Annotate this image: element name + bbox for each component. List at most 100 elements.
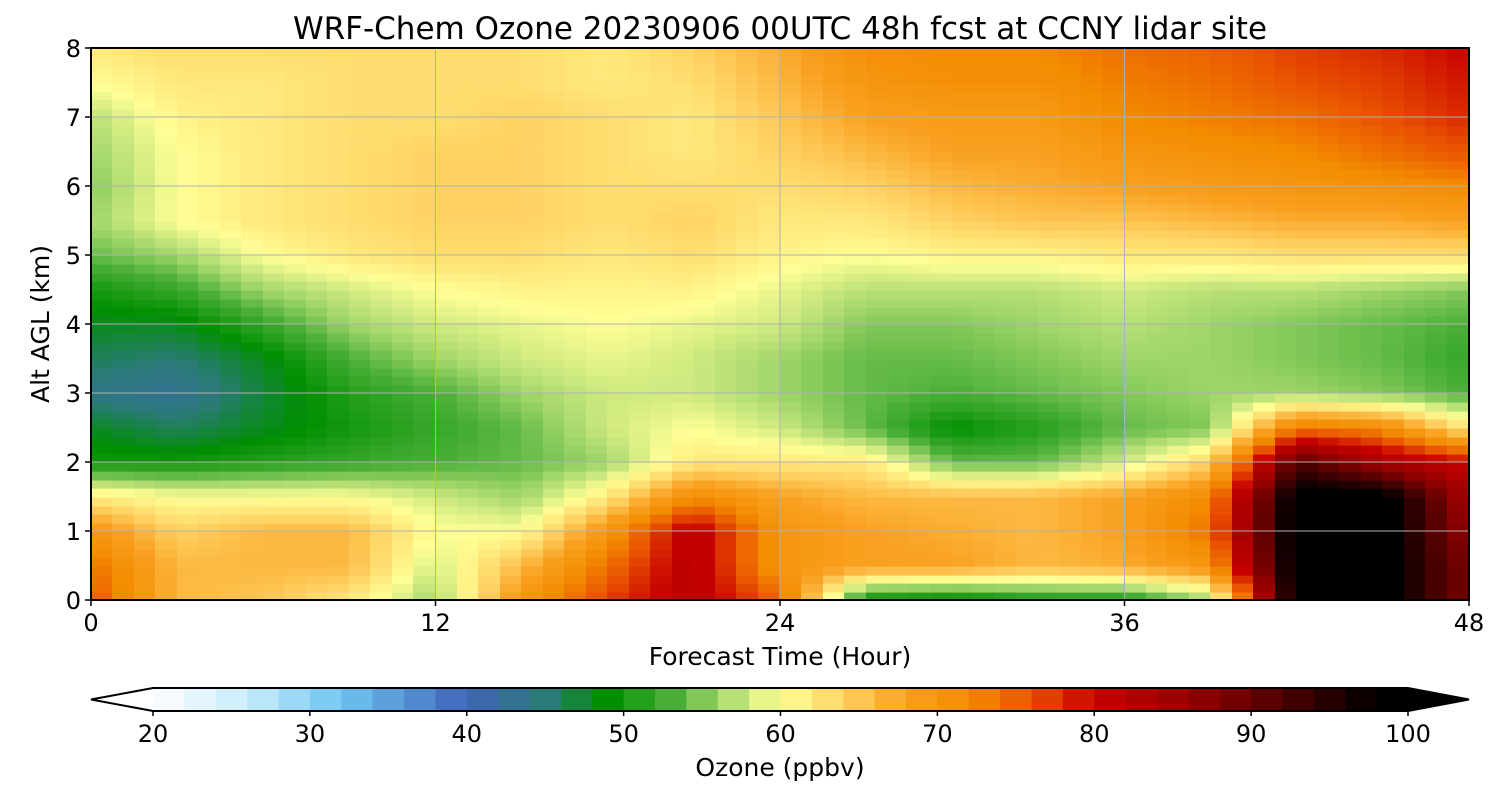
ozone-cell [887, 505, 911, 515]
ozone-cell [112, 99, 136, 110]
ozone-cell [995, 462, 1018, 472]
ozone-cell [370, 375, 394, 386]
ozone-cell [1124, 462, 1148, 472]
ozone-cell [1059, 125, 1083, 136]
ozone-cell [370, 582, 394, 593]
ozone-cell [823, 246, 846, 256]
ozone-cell [155, 298, 179, 308]
ozone-cell [1253, 349, 1277, 360]
ozone-cell [1318, 125, 1341, 136]
ozone-cell [672, 117, 695, 127]
ozone-cell [736, 418, 760, 429]
ozone-cell [801, 341, 825, 351]
ozone-cell [866, 436, 889, 446]
ozone-cell [198, 479, 222, 489]
ozone-cell [607, 410, 631, 420]
ozone-cell [564, 436, 588, 446]
ozone-cell [220, 522, 243, 532]
y-tick-label: 3 [66, 380, 81, 408]
ozone-cell [780, 203, 803, 213]
ozone-cell [1102, 574, 1126, 584]
ozone-cell [413, 375, 437, 386]
ozone-cell [564, 289, 588, 300]
ozone-cell [995, 582, 1018, 593]
ozone-cell [1016, 177, 1040, 187]
ozone-cell [909, 513, 932, 524]
ozone-cell [715, 289, 738, 300]
ozone-cell [887, 203, 911, 213]
ozone-cell [1210, 56, 1234, 67]
ozone-cell [1425, 306, 1449, 317]
ozone-cell [198, 56, 222, 67]
ozone-cell [306, 444, 329, 455]
ozone-cell [327, 384, 351, 394]
ozone-cell [370, 306, 394, 317]
ozone-cell [241, 367, 265, 377]
ozone-cell [909, 289, 932, 300]
ozone-cell [586, 289, 609, 300]
ozone-cell [435, 574, 459, 584]
ozone-cell [392, 255, 415, 265]
ozone-cell [715, 349, 738, 360]
ozone-cell [543, 289, 566, 300]
ozone-cell [177, 556, 200, 567]
ozone-cell [392, 56, 415, 67]
ozone-cell [1318, 539, 1341, 550]
ozone-cell [693, 522, 717, 532]
ozone-cell [1102, 401, 1126, 412]
ozone-cell [650, 453, 674, 463]
ozone-cell [672, 298, 695, 308]
ozone-cell [1124, 117, 1148, 127]
ozone-cell [1167, 280, 1191, 291]
ozone-cell [392, 393, 415, 403]
ozone-cell [844, 487, 868, 498]
ozone-cell [1038, 65, 1061, 75]
ozone-cell [629, 99, 652, 110]
ozone-cell [1146, 99, 1169, 110]
ozone-cell [500, 462, 523, 472]
ozone-cell [198, 91, 222, 101]
ozone-cell [177, 99, 200, 110]
ozone-cell [112, 496, 136, 507]
ozone-cell [1425, 229, 1449, 239]
ozone-cell [1016, 341, 1040, 351]
ozone-cell [457, 556, 480, 567]
ozone-cell [284, 565, 308, 576]
ozone-cell [1232, 513, 1255, 524]
ozone-cell [370, 246, 394, 256]
ozone-cell [801, 211, 825, 222]
ozone-cell [1102, 513, 1126, 524]
ozone-cell [801, 582, 825, 593]
ozone-cell [220, 56, 243, 67]
ozone-cell [607, 203, 631, 213]
ozone-cell [413, 263, 437, 274]
ozone-cell [564, 194, 588, 205]
ozone-cell [1361, 82, 1384, 93]
ozone-cell [650, 401, 674, 412]
ozone-cell [91, 565, 114, 576]
ozone-cell [715, 556, 738, 567]
ozone-cell [370, 73, 394, 84]
ozone-cell [736, 65, 760, 75]
ozone-cell [198, 367, 222, 377]
ozone-cell [134, 556, 157, 567]
ozone-cell [177, 108, 200, 118]
ozone-cell [457, 505, 480, 515]
ozone-cell [500, 168, 523, 179]
ozone-cell [198, 505, 222, 515]
ozone-cell [349, 272, 372, 282]
ozone-cell [1124, 531, 1148, 541]
ozone-cell [952, 91, 975, 101]
ozone-cell [973, 99, 997, 110]
ozone-cell [1361, 255, 1384, 265]
ozone-cell [478, 48, 502, 58]
ozone-cell [672, 556, 695, 567]
ozone-cell [844, 393, 868, 403]
ozone-cell [306, 237, 329, 248]
ozone-cell [478, 539, 502, 550]
ozone-cell [500, 160, 523, 170]
ozone-cell [650, 142, 674, 153]
ozone-cell [1296, 427, 1320, 438]
ozone-cell [177, 194, 200, 205]
ozone-cell [284, 160, 308, 170]
